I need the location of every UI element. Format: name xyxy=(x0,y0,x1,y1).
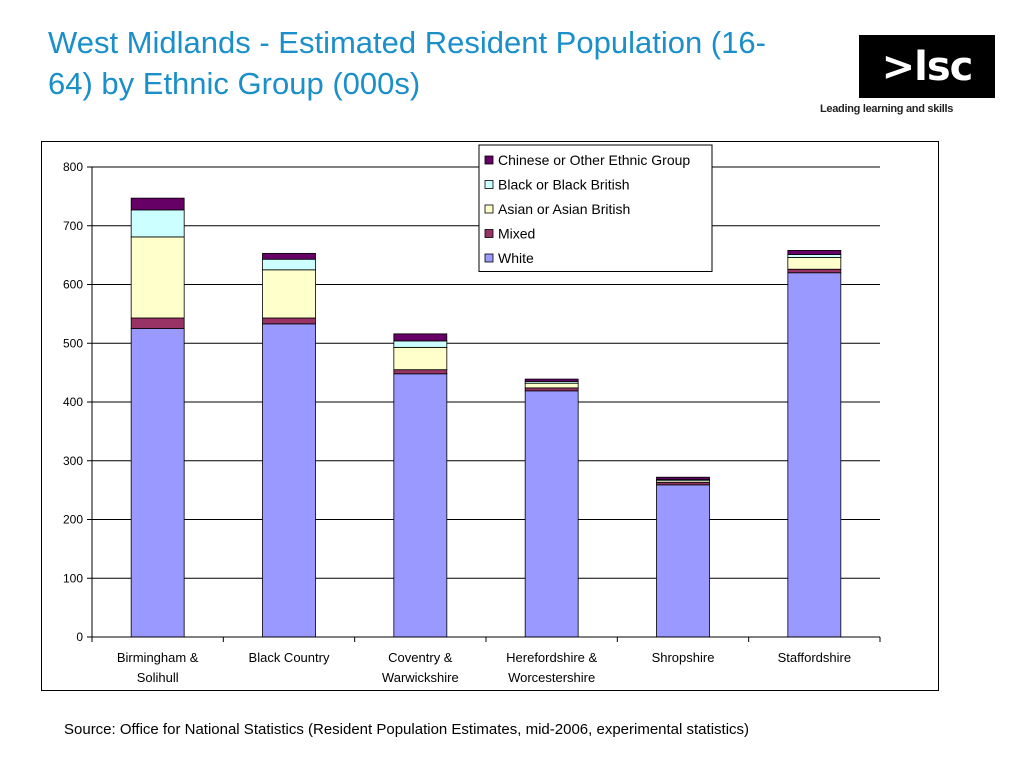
legend-swatch xyxy=(484,204,494,214)
x-tick-label: Herefordshire & xyxy=(506,650,597,665)
bar-segment xyxy=(262,252,316,260)
legend-swatch xyxy=(484,180,494,189)
legend-swatch xyxy=(484,253,494,263)
bar-segment xyxy=(787,250,842,255)
source-note: Source: Office for National Statistics (… xyxy=(64,721,750,738)
x-tick-label: Shropshire xyxy=(652,650,715,665)
y-tick-label: 400 xyxy=(63,395,83,409)
bar-segment xyxy=(130,328,185,638)
bar-segment xyxy=(524,387,579,392)
logo-text: >lsc xyxy=(881,43,974,90)
y-tick-label: 600 xyxy=(63,278,83,292)
legend-label: Mixed xyxy=(498,226,535,242)
legend: Chinese or Other Ethnic Group Black or Bl… xyxy=(478,144,713,272)
y-tick-label: 0 xyxy=(76,630,83,644)
bar-segment xyxy=(262,269,316,319)
page-title: West Midlands - Estimated Resident Popul… xyxy=(48,25,766,101)
bar-segment xyxy=(787,254,842,258)
bar-segment xyxy=(130,209,185,238)
x-tick-label: Warwickshire xyxy=(382,670,459,685)
bar-segment xyxy=(393,369,448,375)
legend-swatch xyxy=(484,155,494,165)
bar-segment xyxy=(262,323,316,638)
y-tick-label: 300 xyxy=(63,454,83,468)
bar-segment xyxy=(262,317,316,325)
bar-segment xyxy=(524,378,579,382)
lsc-logo: >lsc xyxy=(859,35,995,98)
bar-segment xyxy=(262,258,316,271)
bar-segment xyxy=(393,333,448,342)
x-tick-label: Coventry & xyxy=(388,650,453,665)
axes: 0 100 200 300 400 500 600 700 800 Birmingham & Sol… xyxy=(63,160,881,685)
legend-label: Chinese or Other Ethnic Group xyxy=(498,152,690,168)
y-tick-label: 500 xyxy=(63,336,83,350)
bar-segment xyxy=(787,272,842,638)
bar-segment xyxy=(130,197,185,211)
y-tick-label: 200 xyxy=(63,513,83,527)
x-tick-label: Black Country xyxy=(249,650,330,665)
x-tick-label: Solihull xyxy=(137,670,179,685)
legend-label: Black or Black British xyxy=(498,177,629,193)
bar-segment xyxy=(787,268,842,274)
bar-segment xyxy=(787,257,842,270)
chart-frame: 0 100 200 300 400 500 600 700 800 Birmingham & Sol… xyxy=(41,141,939,691)
bar-segment xyxy=(524,390,579,638)
bar-segment xyxy=(130,317,185,329)
bar-segment xyxy=(656,476,710,480)
y-tick-label: 700 xyxy=(63,219,83,233)
legend-box xyxy=(478,144,713,272)
bars xyxy=(130,197,842,638)
bar-segment xyxy=(393,373,448,638)
gridlines xyxy=(92,166,880,579)
y-tick-label: 800 xyxy=(63,160,83,174)
bar-segment xyxy=(656,484,710,638)
stacked-bar-chart: 0 100 200 300 400 500 600 700 800 Birmingham & Sol… xyxy=(63,144,881,685)
x-tick-label: Staffordshire xyxy=(778,650,851,665)
bar-segment xyxy=(524,382,579,389)
bar-segment xyxy=(393,346,448,371)
x-tick-label: Birmingham & xyxy=(117,650,199,665)
y-tick-label: 100 xyxy=(63,571,83,585)
legend-label: Asian or Asian British xyxy=(498,201,630,217)
legend-swatch xyxy=(484,229,494,238)
logo-tagline: Leading learning and skills xyxy=(820,103,954,115)
bar-segment xyxy=(393,340,448,348)
legend-label: White xyxy=(498,250,534,266)
bar-segment xyxy=(130,236,185,319)
x-tick-label: Worcestershire xyxy=(508,670,595,685)
